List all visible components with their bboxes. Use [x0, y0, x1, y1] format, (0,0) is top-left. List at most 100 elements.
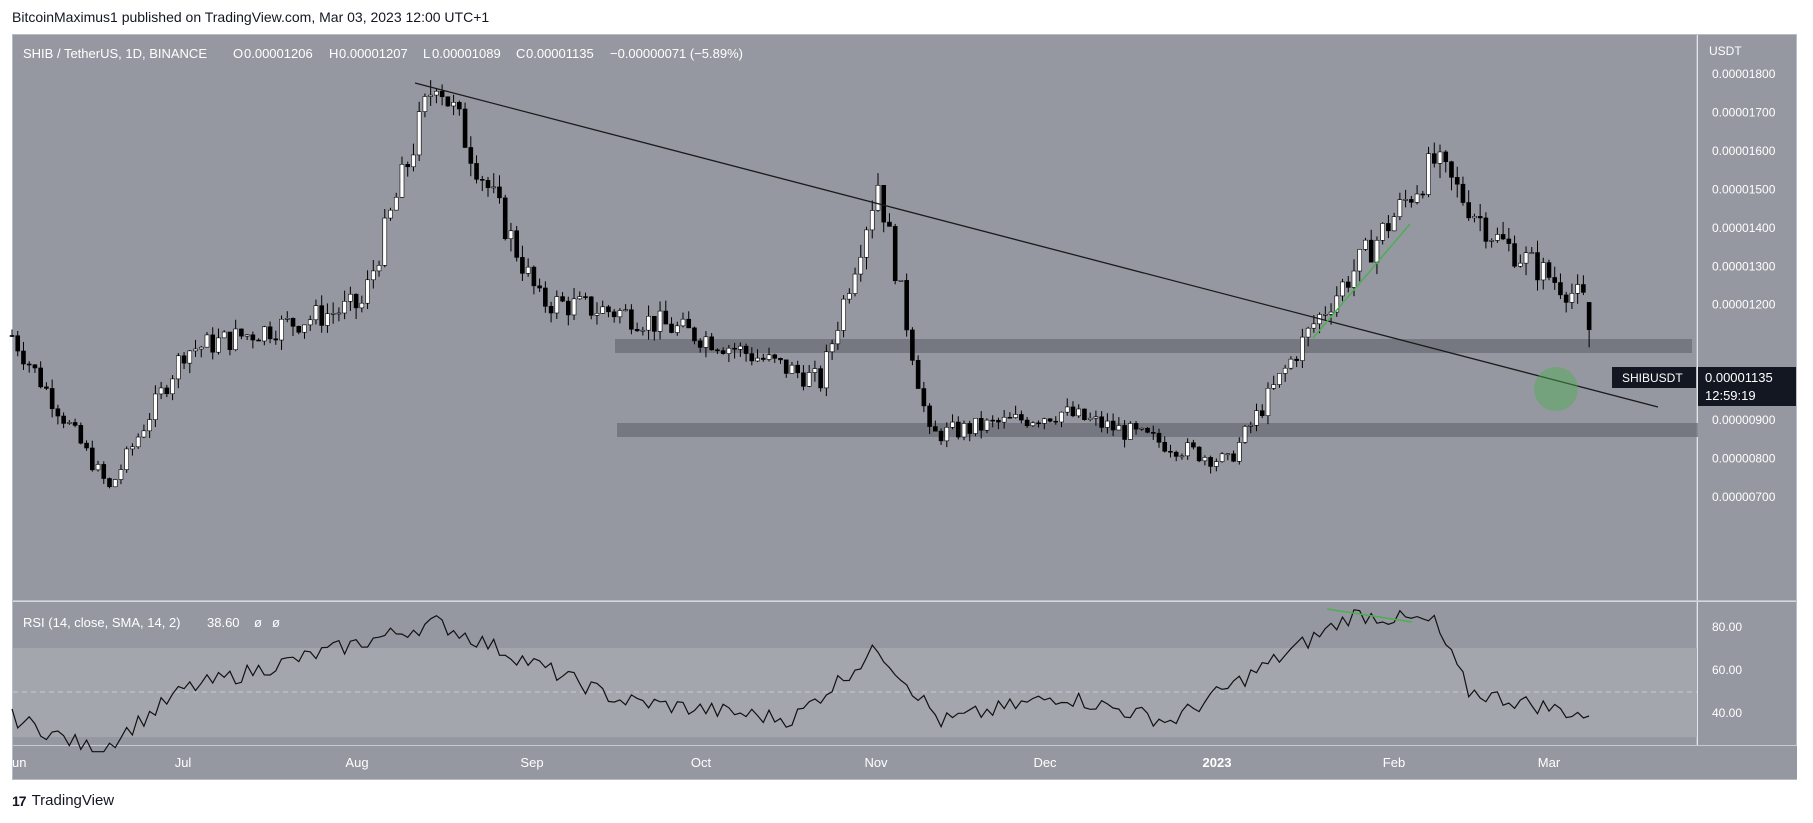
candle-body: [990, 419, 995, 422]
candle-body: [244, 334, 250, 337]
candle-body: [629, 309, 634, 330]
candle-body: [325, 313, 330, 326]
candle-body: [1345, 281, 1351, 288]
rsi-line: [11, 609, 1590, 753]
candle-body: [508, 230, 514, 239]
candle-body: [1110, 420, 1116, 431]
time-label-8: Feb: [1383, 755, 1405, 770]
candle-body: [1231, 453, 1236, 462]
candle-body: [1019, 414, 1024, 421]
candle-body: [829, 343, 835, 353]
candle-body: [1420, 193, 1426, 196]
candle-body: [1070, 406, 1076, 417]
time-axis-labels: un Jul Aug Sep Oct Nov Dec 2023 Feb Mar: [12, 755, 1561, 770]
footer: 17 TradingView: [12, 792, 114, 809]
candle-body: [1254, 410, 1259, 426]
candle-body: [548, 305, 554, 314]
ohlc-c-value: 0.00001135: [526, 46, 594, 61]
candle-body: [686, 318, 692, 329]
candle-body: [457, 102, 462, 110]
rsi-tick-1: 60.00: [1712, 663, 1742, 677]
candle-body: [1116, 425, 1122, 431]
candle-body: [657, 310, 663, 332]
candle-body: [1529, 252, 1535, 254]
candle-body: [61, 415, 66, 424]
candle-body: [1460, 183, 1466, 203]
candle-body: [852, 273, 858, 294]
candle-body: [118, 469, 124, 480]
price-tick-2: 0.00001600: [1712, 144, 1776, 158]
candle-body: [84, 442, 89, 449]
price-tick-3: 0.00001500: [1712, 182, 1776, 196]
ohlc-o-label: O: [233, 46, 243, 61]
price-pane: [13, 35, 1697, 601]
candle-body: [353, 293, 359, 309]
candle-body: [451, 102, 456, 107]
candle-body: [869, 210, 875, 231]
candle-body: [1042, 418, 1047, 424]
candle-body: [996, 419, 1001, 423]
candle-body: [1305, 327, 1311, 338]
candle-body: [697, 340, 703, 348]
candle-body: [760, 357, 766, 360]
candle-body: [1099, 416, 1104, 428]
candle-body: [1277, 373, 1282, 385]
last-price-bg: [1698, 367, 1796, 406]
candle-body: [1477, 216, 1483, 219]
candle-body: [1368, 239, 1374, 263]
candle-body: [560, 296, 565, 302]
candle-body: [1357, 249, 1363, 272]
candle-body: [565, 300, 571, 316]
rsi-value: 38.60: [207, 615, 240, 630]
candle-body: [49, 388, 55, 410]
time-label-9: Mar: [1538, 755, 1561, 770]
candle-body: [1133, 423, 1139, 430]
price-tick-5: 0.00001300: [1712, 259, 1776, 273]
time-label-5: Nov: [864, 755, 888, 770]
candle-body: [904, 280, 909, 331]
ohlc-h-label: H: [329, 46, 338, 61]
ohlc-o-value: 0.00001206: [244, 46, 313, 61]
candle-body: [858, 256, 864, 275]
candle-body: [950, 421, 955, 428]
candle-body: [640, 329, 646, 332]
candle-body: [778, 358, 783, 361]
candle-body: [382, 217, 388, 266]
candle-body: [887, 221, 892, 227]
candle-body: [1569, 293, 1575, 303]
candle-body: [783, 359, 789, 374]
tradingview-logo-icon: 17: [12, 792, 27, 809]
price-tick-9: 0.00000800: [1712, 452, 1776, 466]
resistance-zone: [615, 339, 1692, 353]
candle-body: [399, 164, 405, 198]
candle-body: [1300, 336, 1305, 361]
candle-body: [1139, 427, 1145, 430]
candle-body: [279, 318, 284, 341]
candle-body: [497, 186, 502, 199]
candle-body: [1500, 234, 1506, 240]
candle-body: [898, 280, 904, 282]
candle-body: [1535, 252, 1540, 281]
candle-body: [1162, 441, 1168, 452]
candle-body: [801, 372, 806, 387]
candle-body: [1208, 457, 1213, 467]
candle-body: [376, 265, 382, 272]
candle-body: [439, 90, 445, 98]
candle-body: [1397, 199, 1403, 217]
candle-body: [543, 287, 548, 307]
candle-body: [365, 279, 370, 304]
candle-body: [336, 312, 342, 315]
candle-body: [1294, 358, 1299, 361]
candle-body: [709, 336, 714, 351]
candle-body: [715, 349, 720, 352]
candle-body: [101, 464, 107, 479]
candle-body: [359, 302, 365, 309]
candle-body: [1454, 177, 1460, 185]
candle-body: [130, 446, 135, 450]
candle-body: [864, 229, 869, 258]
candle-body: [330, 313, 336, 315]
candle-body: [1265, 387, 1271, 416]
time-label-0: un: [12, 755, 26, 770]
candle-body: [1323, 313, 1328, 316]
